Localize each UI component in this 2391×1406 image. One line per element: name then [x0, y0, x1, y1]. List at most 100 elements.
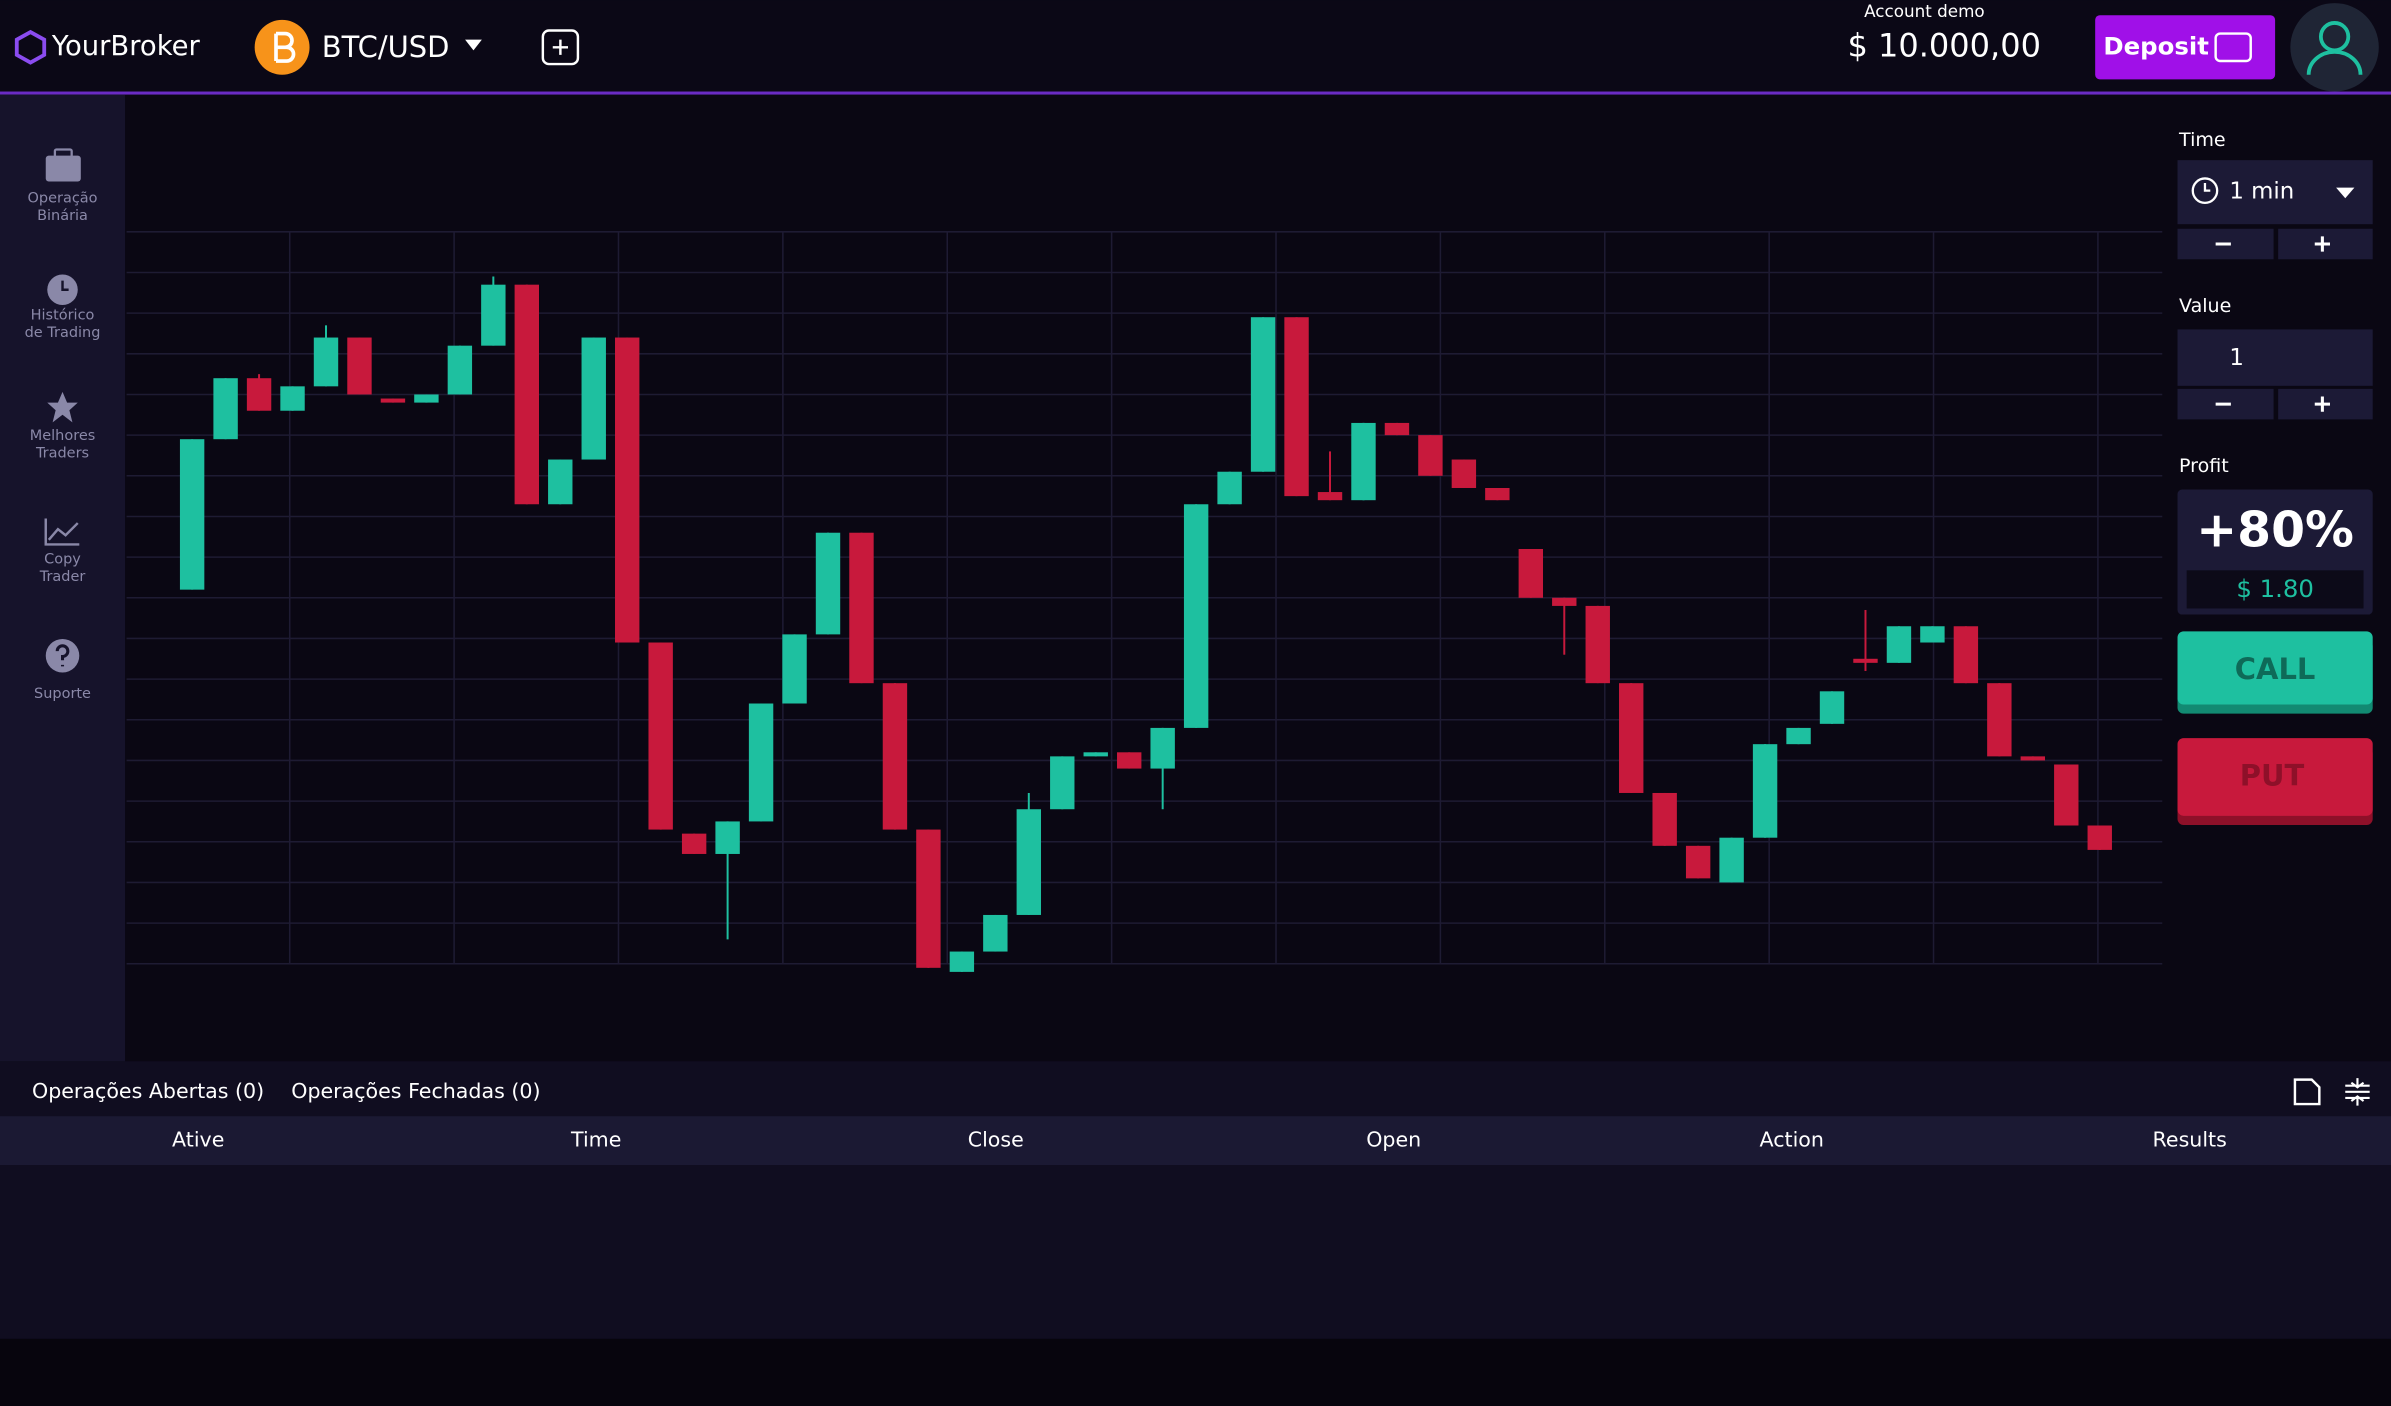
sidebar-label[interactable]: Traders: [35, 446, 89, 462]
candle-body: [1016, 809, 1042, 915]
table-header: [0, 1116, 2391, 1166]
candle-body: [1351, 422, 1376, 501]
candle-body: [1719, 837, 1744, 883]
candle-body: [1050, 756, 1075, 810]
candle-body: [1685, 845, 1711, 879]
candle-body: [1384, 422, 1410, 436]
sidebar-label[interactable]: de Trading: [25, 325, 101, 341]
candle-body: [1117, 752, 1142, 769]
operations-tab[interactable]: Operações Abertas (0): [32, 1079, 264, 1103]
stepper-icons: [2215, 396, 2331, 412]
candle-body: [1451, 459, 1477, 488]
operations-panel: [0, 1061, 2391, 1339]
sidebar-icon[interactable]: [47, 391, 78, 423]
sidebar-label[interactable]: Histórico: [31, 308, 95, 324]
candle-body: [514, 284, 540, 505]
candle-body: [1552, 597, 1577, 606]
column-header: Results: [2153, 1128, 2227, 1152]
column-header: Ative: [172, 1128, 224, 1152]
top-bar: [0, 0, 2391, 94]
candle-body: [414, 394, 439, 403]
put-label: PUT: [2240, 759, 2305, 793]
account-label: Account demo: [1864, 1, 1985, 21]
candle-body: [1920, 626, 1945, 643]
logo[interactable]: [14, 29, 47, 65]
candle-body: [615, 337, 640, 643]
sidebar-label[interactable]: Operação: [28, 190, 98, 206]
candle-body: [1083, 752, 1108, 757]
candle-body: [1652, 792, 1677, 846]
candle-body: [983, 914, 1008, 952]
time-label: Time: [2178, 129, 2226, 151]
time-dropdown: [2336, 187, 2355, 199]
call-button[interactable]: [2177, 631, 2373, 705]
clock-hands: [2203, 183, 2211, 192]
top-bar-border: [0, 91, 2391, 95]
wallet-icon: [2214, 32, 2252, 63]
candle-body: [347, 337, 372, 395]
sidebar: [0, 94, 126, 1062]
candle-body: [2054, 764, 2079, 826]
candle-body: [681, 833, 707, 854]
candle-body: [882, 683, 908, 830]
avatar[interactable]: [2290, 3, 2379, 92]
value-input[interactable]: [2177, 329, 2373, 386]
candle-body: [949, 951, 975, 972]
sidebar-label[interactable]: Suporte: [34, 686, 91, 702]
candle-body: [1886, 626, 1912, 663]
candle-body: [1183, 504, 1209, 728]
candle-body: [1418, 435, 1443, 476]
candle-body: [1819, 691, 1845, 724]
column-header: Time: [570, 1128, 621, 1152]
candle-body: [916, 829, 941, 968]
add-asset-button[interactable]: [541, 29, 580, 66]
column-header: Open: [1366, 1128, 1421, 1152]
candle-body: [179, 439, 205, 590]
sidebar-label[interactable]: Binária: [37, 208, 88, 224]
asset-name[interactable]: BTC/USD: [322, 30, 450, 64]
put-button[interactable]: [2177, 738, 2373, 816]
candle-body: [213, 378, 238, 440]
candle-body: [280, 386, 305, 411]
candle-body: [849, 532, 874, 684]
profit-label: Profit: [2179, 455, 2229, 477]
asset-glyph: [274, 31, 296, 63]
candle-body: [1987, 683, 2012, 757]
deposit-label: Deposit: [2103, 31, 2209, 60]
candle-body: [1284, 317, 1309, 497]
candle-body: [481, 284, 506, 346]
candle-body: [648, 642, 673, 830]
value-label: Value: [2179, 295, 2231, 317]
sidebar-icon[interactable]: [45, 155, 81, 182]
candle-body: [1485, 487, 1510, 501]
sidebar-label[interactable]: Trader: [39, 569, 86, 585]
candle-body: [748, 703, 774, 822]
candle-body: [1953, 626, 1979, 684]
sidebar-label[interactable]: Copy: [44, 552, 81, 568]
candle-body: [782, 634, 807, 704]
candle-body: [581, 337, 606, 460]
candle-body: [1619, 683, 1644, 793]
collapse-icon[interactable]: [2345, 1078, 2370, 1106]
operations-tab[interactable]: Operações Fechadas (0): [291, 1079, 540, 1103]
candle-body: [1250, 317, 1276, 472]
candle-body: [815, 532, 841, 635]
asset-dropdown[interactable]: [465, 39, 482, 51]
sidebar-label[interactable]: Melhores: [30, 428, 96, 444]
avatar-body: [2306, 49, 2363, 75]
sidebar-icon: [53, 148, 73, 159]
export-icon[interactable]: [2293, 1078, 2321, 1106]
sidebar-icon: [61, 280, 69, 291]
deposit-button[interactable]: [2095, 15, 2276, 80]
candle-body: [715, 821, 740, 854]
candle-body: [1585, 605, 1610, 684]
candle-body: [1518, 548, 1544, 598]
candle-body: [1853, 658, 1878, 663]
balance: $ 10.000,00: [1847, 26, 2041, 64]
brand[interactable]: YourBroker: [51, 31, 201, 62]
time-value: 1 min: [2229, 179, 2294, 205]
sidebar-icon[interactable]: [44, 518, 80, 546]
candle-body: [548, 459, 573, 505]
stepper-icons: [2215, 236, 2331, 252]
